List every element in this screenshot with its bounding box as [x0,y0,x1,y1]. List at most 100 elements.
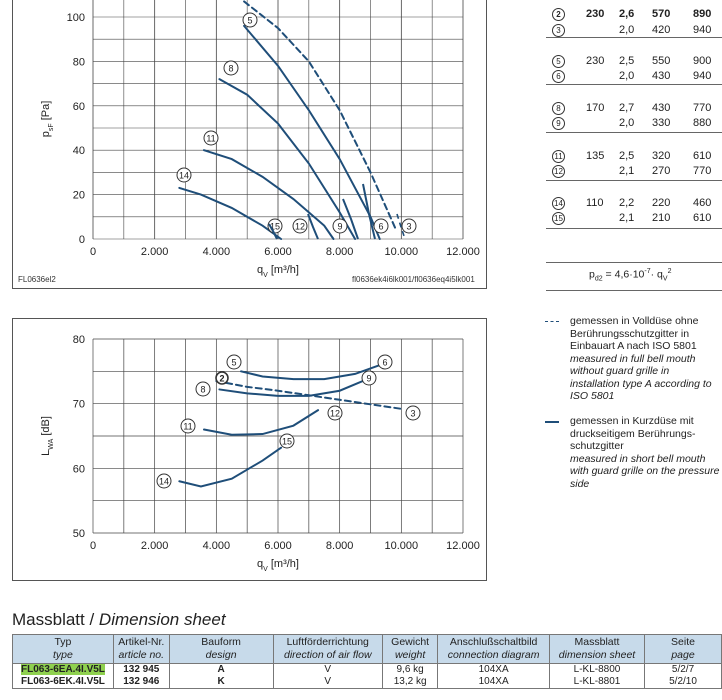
pressure-x-tick: 12.000 [446,246,480,258]
column-header: Luftförderrichtung direction of air flow [272,634,384,664]
pressure-curve-9 [342,198,359,240]
dimension-sheet-table: Typ type Artikel-Nr. article no. Bauform desi… [12,634,722,689]
current-value: 2,6 [619,8,635,20]
pressure-x-label: qV [m³/h] [257,264,299,279]
pressure-label-11: 11 [206,134,215,144]
speed-value: 430 [652,70,671,82]
pressure-x-tick: 4.000 [203,246,231,258]
column-header-en: direction of air flow [283,649,372,661]
cell-page: 5/2/7 [644,663,722,676]
cell-page-value: 5/2/7 [671,664,695,675]
cell-page: 5/2/10 [644,676,722,689]
pressure-x-tick: 10.000 [385,246,419,258]
operating-point-marker: 8 [552,102,565,115]
pressure-label-3-circle [401,218,417,234]
column-header: Artikel-Nr. article no. [112,634,170,664]
operating-point-number: 9 [552,117,565,130]
operating-point-marker: 14 [552,197,565,210]
power-value: 880 [693,117,712,129]
speed-value: 420 [652,24,671,36]
sheet-title-de: Massblatt / [12,610,99,629]
cell-type-value: FL063-6EA.4I.V5L [20,664,105,675]
column-header: Massblatt dimension sheet [548,634,646,664]
table-divider [546,290,722,291]
pressure-label-8: 8 [228,64,233,74]
pressure-label-6: 6 [378,222,383,232]
power-value: 890 [693,8,712,20]
cell-conn-value: 104XA [478,664,509,675]
cell-sheet-value: L-KL-8801 [573,676,621,687]
noise-chart: 50 60 70 80 0 2.000 4.000 6.000 8.000 10.000 12.00… [40,334,480,573]
noise-label-6-circle [377,354,393,370]
legend-dashed-de: gemessen in Volldüse ohne Berührungsschu… [570,315,699,352]
noise-label-14-circle [156,473,172,489]
operating-point-number: 14 [552,197,565,210]
voltage-value: 230 [586,55,605,67]
cell-weight-value: 9,6 kg [396,664,424,675]
cell-weight-value: 13,2 kg [393,676,427,687]
cell-article: 132 945 [112,663,170,676]
noise-y-tick: 80 [73,334,85,346]
pressure-chart-id-right: fl0636ek4i6lk001/fl0636eq4i5lk001 [352,275,475,284]
noise-x-tick: 6.000 [264,540,292,552]
power-value: 940 [693,70,712,82]
power-value: 900 [693,55,712,67]
cell-weight: 9,6 kg [382,663,439,676]
cell-sheet-value: L-KL-8800 [573,664,621,675]
noise-x-tick: 2.000 [141,540,169,552]
column-header-en: design [205,649,237,661]
cell-flow: V [272,663,384,676]
power-value: 610 [693,212,712,224]
column-header-en: dimension sheet [558,649,636,661]
cell-conn-value: 104XA [478,676,509,687]
pressure-chart: 0 20 40 60 80 100 0 2.000 4.000 6.000 8.000 10.000 1… [40,0,480,279]
pressure-x-tick: 6.000 [264,246,292,258]
noise-label-2-circle [215,371,229,385]
noise-curve-11-12 [203,409,320,436]
pressure-label-12-circle [292,218,308,234]
current-value: 2,7 [619,102,635,114]
speed-value: 220 [652,197,671,209]
column-header-en: connection diagram [447,649,540,661]
cell-sheet: L-KL-8800 [548,663,646,676]
pressure-y-tick: 80 [73,56,85,68]
operating-point-marker: 15 [552,212,565,225]
cell-flow-value: V [324,676,332,687]
operating-point-marker: 6 [552,70,565,83]
cell-design: A [168,663,274,676]
noise-label-9: 9 [366,374,371,384]
pressure-label-5: 5 [247,16,252,26]
noise-curve-5-6 [240,361,387,381]
pressure-label-14: 14 [179,171,189,181]
pressure-label-9: 9 [337,222,342,232]
pressure-curve-5 [243,24,381,240]
pressure-curve-6 [362,183,376,240]
noise-label-3-circle [405,405,421,421]
cell-design-value: A [217,664,225,675]
noise-x-tick: 12.000 [446,540,480,552]
pressure-label-8-circle [223,60,239,76]
table-divider [546,37,722,38]
cell-flow-value: V [324,664,332,675]
table-row: FL063-6EK.4I.V5L 132 946 K V 13,2 kg 104XA L-K… [12,676,722,689]
pressure-y-label: psF [Pa] [40,101,55,138]
pressure-label-12: 12 [295,222,305,232]
current-value: 2,0 [619,70,635,82]
dimension-sheet-title: Massblatt / Dimension sheet [12,610,226,630]
operating-point-number: 6 [552,70,565,83]
voltage-value: 230 [586,8,605,20]
speed-value: 320 [652,150,671,162]
power-value: 940 [693,24,712,36]
legend-dashed-text: gemessen in Volldüse ohne Berührungsschu… [570,315,720,403]
cell-design: K [168,676,274,689]
pressure-label-6-circle [373,218,389,234]
power-value: 770 [693,102,712,114]
pressure-label-5-circle [242,12,258,28]
operating-point-marker: 9 [552,117,565,130]
noise-y-tick: 50 [73,528,85,540]
table-divider [546,132,722,133]
voltage-value: 135 [586,150,605,162]
noise-x-tick: 4.000 [203,540,231,552]
cell-design-value: K [217,676,225,687]
noise-label-14: 14 [159,477,169,487]
